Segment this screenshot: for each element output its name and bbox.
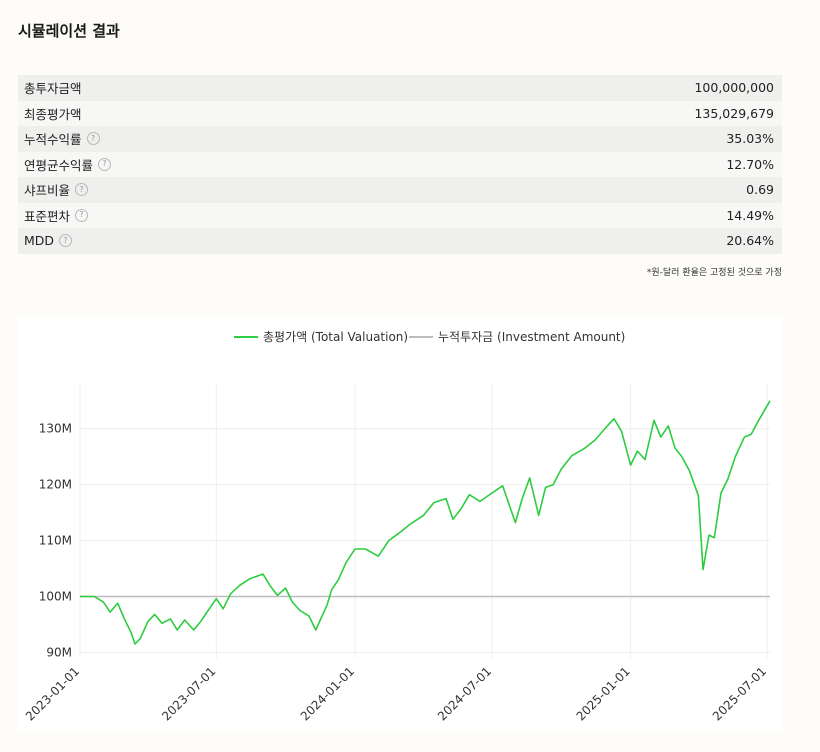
valuation-chart: 2023-01-01 2023-07-01 2024-01-01 2024-07-01… [18,316,782,731]
stat-label-text: 최종평가액 [24,106,82,122]
x-tick-label: 2024-01-01 [298,664,357,723]
y-tick-label: 120M [39,478,72,492]
y-tick-label: 90M [46,645,72,659]
x-tick-label: 2025-07-01 [710,664,769,723]
help-icon[interactable]: ? [75,208,89,222]
valuation-line [80,400,771,645]
y-tick-label: 130M [39,422,72,436]
help-icon[interactable]: ? [86,132,100,146]
stat-label: 누적수익률? [24,129,100,148]
help-icon[interactable]: ? [59,234,73,248]
chart-svg: 2023-01-01 2023-07-01 2024-01-01 2024-07-01… [23,330,771,723]
x-tick-label: 2023-07-01 [159,664,218,723]
stat-label-text: 표준편차 [24,208,71,224]
stat-label: 샤프비율? [24,180,89,199]
y-tick-label: 100M [39,589,72,603]
y-tick-label: 110M [39,534,72,548]
stat-label-text: 총투자금액 [24,81,82,97]
stat-row: 샤프비율? 0.69 [18,177,782,203]
x-tick-label: 2023-01-01 [23,664,82,723]
stat-value: 14.49% [726,207,774,223]
stat-label-text: MDD [24,233,55,249]
stat-value: 35.03% [726,131,774,147]
stat-row: 연평균수익률? 12.70% [18,151,782,177]
stat-label: 최종평가액 [24,104,82,123]
stat-label-text: 연평균수익률 [24,157,94,173]
stat-value: 135,029,679 [694,105,774,121]
stat-row: 총투자금액 100,000,000 [18,75,782,101]
summary-table: 총투자금액 100,000,000 최종평가액 135,029,679 누적수익률? 35… [18,75,782,254]
stat-value: 100,000,000 [694,80,774,96]
stat-value: 12.70% [726,156,774,172]
x-tick-label: 2024-07-01 [435,664,494,723]
stat-label: 연평균수익률? [24,155,112,174]
stat-row: 표준편차? 14.49% [18,202,782,228]
legend-label: 총평가액 (Total Valuation) [263,330,408,344]
legend-label: 누적투자금 (Investment Amount) [438,330,625,344]
stat-row: 최종평가액 135,029,679 [18,100,782,126]
stat-value: 0.69 [746,182,774,198]
stat-label: 총투자금액 [24,78,82,97]
exchange-rate-note: *원-달러 환율은 고정된 것으로 가정 [646,268,782,278]
stat-row: MDD? 20.64% [18,228,782,254]
help-icon[interactable]: ? [98,157,112,171]
stat-label: 표준편차? [24,206,89,225]
stat-label-text: 샤프비율 [24,183,71,199]
stat-label: MDD? [24,233,73,249]
page-title: 시뮬레이션 결과 [18,22,120,40]
help-icon[interactable]: ? [75,183,89,197]
stat-value: 20.64% [726,233,774,249]
stat-label-text: 누적수익률 [24,132,82,148]
stat-row: 누적수익률? 35.03% [18,126,782,152]
x-tick-label: 2025-01-01 [574,664,633,723]
